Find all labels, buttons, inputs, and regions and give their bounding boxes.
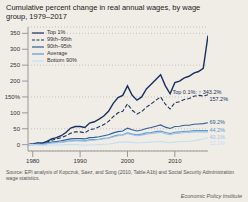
svg-text:44.2%: 44.2%	[209, 127, 225, 133]
html-text:Top 1%: Top 1%	[47, 29, 66, 35]
svg-text:22.2%: 22.2%	[209, 140, 225, 146]
svg-text:40.1%: 40.1%	[209, 134, 225, 140]
html-text:Cumulative percent change in r: Cumulative percent change in real annual…	[6, 3, 201, 21]
svg-text:1980: 1980	[26, 158, 40, 164]
svg-text:100: 100	[10, 110, 21, 116]
html-text:99th–99th: 99th–99th	[47, 36, 72, 42]
svg-text:250: 250	[10, 62, 21, 68]
svg-text:150%: 150%	[8, 94, 21, 100]
svg-text:157.2%: 157.2%	[209, 96, 228, 102]
svg-text:2000: 2000	[121, 158, 135, 164]
html-text:90th–95th: 90th–95th	[47, 43, 72, 49]
svg-text:50: 50	[13, 126, 20, 132]
svg-text:2010: 2010	[168, 158, 182, 164]
svg-text:350: 350	[10, 30, 21, 36]
svg-text:69.2%: 69.2%	[209, 119, 225, 125]
svg-text:0: 0	[17, 142, 21, 148]
svg-text:1990: 1990	[73, 158, 87, 164]
svg-text:200: 200	[10, 78, 21, 84]
svg-text:Top 0.1%: ↑ 343.2%: Top 0.1%: ↑ 343.2%	[172, 89, 221, 95]
html-text:Average: Average	[47, 50, 68, 56]
html-text:Economic Policy Institute: Economic Policy Institute	[180, 193, 242, 199]
html-text:Source: EPI analysis of Kopczu: Source: EPI analysis of Kopczuk, Saez, a…	[6, 169, 235, 181]
html-text:Bottom 90%: Bottom 90%	[47, 57, 77, 63]
svg-text:300: 300	[10, 46, 21, 52]
